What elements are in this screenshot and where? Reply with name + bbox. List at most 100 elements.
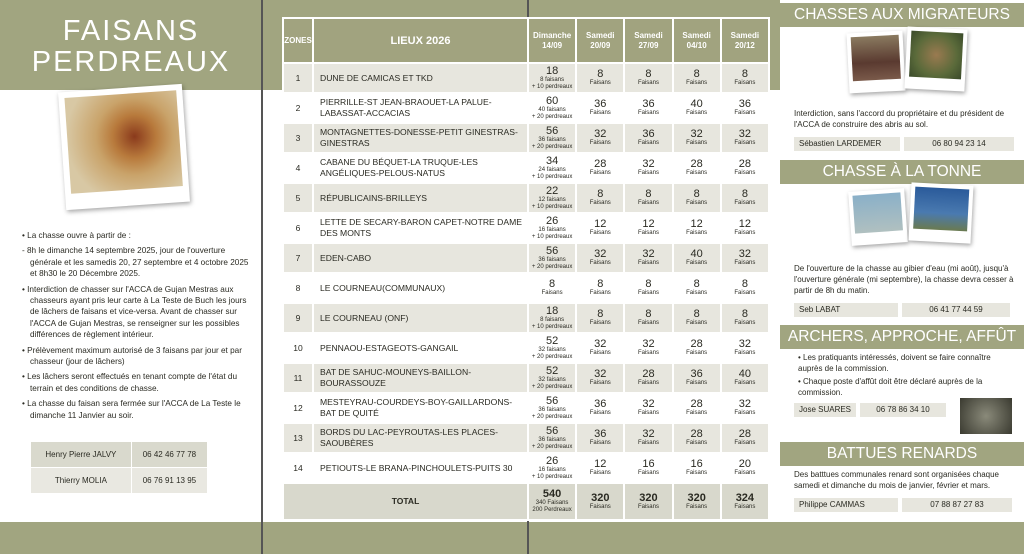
value-cell: 32 Faisans: [719, 242, 771, 274]
value-cell: 8 Faisans: [526, 272, 578, 304]
value-cell: 32 Faisans: [575, 242, 626, 274]
value-cell: 52 32 faisans + 20 perdreaux: [526, 332, 578, 364]
value-cell: 320 Faisans: [575, 482, 626, 521]
right-panel: CHASSES AUX MIGRATEURS Interdiction, san…: [780, 0, 1024, 554]
pheasant-photo: [58, 83, 190, 211]
table-row: 2 PIERRILLE-ST JEAN-BRAOUET-LA PALUE-LABA…: [282, 92, 771, 124]
value-cell: 8 Faisans: [623, 62, 674, 94]
value-cell: 16 Faisans: [623, 452, 674, 484]
value-cell: 320 Faisans: [623, 482, 674, 521]
contact-row: Philippe CAMMAS 07 88 87 27 83: [794, 498, 1012, 512]
lieu-cell: RÉPUBLICAINS-BRILLEYS: [312, 182, 529, 214]
value-cell: 18 8 faisans + 10 perdreaux: [526, 302, 578, 334]
value-cell: 36 Faisans: [575, 392, 626, 424]
release-table: ZONES LIEUX 2026 Dimanche 14/09 Samedi 20/09 S…: [282, 17, 771, 521]
value-cell: 26 16 faisans + 10 perdreaux: [526, 212, 578, 244]
lieu-cell: MESTEYRAU-COURDEYS-BOY-GAILLARDONS-BAT D…: [312, 392, 529, 424]
table-row: 11 BAT DE SAHUC-MOUNEYS-BAILLON-BOURASSOU…: [282, 362, 771, 394]
value-cell: 8 Faisans: [719, 62, 771, 94]
value-cell: 52 32 faisans + 20 perdreaux: [526, 362, 578, 394]
section-title: CHASSES AUX MIGRATEURS: [780, 3, 1024, 27]
rule-item: • Prélèvement maximum autorisé de 3 fais…: [22, 345, 242, 367]
value-cell: 28 Faisans: [719, 152, 771, 184]
column-header: Samedi 27/09: [623, 17, 674, 64]
column-header: Dimanche 14/09: [526, 17, 578, 64]
lieu-cell: LETTE DE SECARY-BARON CAPET-NOTRE DAME D…: [312, 212, 529, 244]
blind-photo: [846, 30, 906, 94]
value-cell: 28 Faisans: [671, 332, 722, 364]
column-header: Samedi 20/12: [719, 17, 771, 64]
zone-cell: 14: [282, 452, 314, 484]
table-row: 13 BORDS DU LAC-PEYROUTAS-LES PLACES-SAOU…: [282, 422, 771, 454]
contact-name: Henry Pierre JALVY: [30, 441, 132, 468]
left-panel: FAISANS PERDREAUX • La chasse ouvre à par…: [0, 0, 262, 554]
value-cell: 8 Faisans: [671, 62, 722, 94]
section-text: • Chaque poste d'affût doit être déclaré…: [798, 377, 983, 397]
value-cell: 34 24 faisans + 10 perdreaux: [526, 152, 578, 184]
value-cell: 36 Faisans: [671, 362, 722, 394]
value-cell: 8 Faisans: [623, 302, 674, 334]
lieu-cell: DUNE DE CAMICAS ET TKD: [312, 62, 529, 94]
value-cell: 8 Faisans: [671, 182, 722, 214]
value-cell: 16 Faisans: [671, 452, 722, 484]
lake-photo: [908, 182, 974, 244]
contact-phone: 06 42 46 77 78: [130, 441, 209, 468]
table-row: 3 MONTAGNETTES-DONESSE-PETIT GINESTRAS-GI…: [282, 122, 771, 154]
table-row: 10 PENNAOU-ESTAGEOTS-GANGAIL 52 32 faisans +…: [282, 332, 771, 364]
table-row: 12 MESTEYRAU-COURDEYS-BOY-GAILLARDONS-BAT…: [282, 392, 771, 424]
value-cell: 28 Faisans: [671, 392, 722, 424]
value-cell: 8 Faisans: [575, 62, 626, 94]
section-text: Interdiction, sans l'accord du propriéta…: [794, 109, 1005, 129]
lieu-cell: LE COURNEAU (ONF): [312, 302, 529, 334]
fold-line: [261, 0, 263, 554]
value-cell: 26 16 faisans + 10 perdreaux: [526, 452, 578, 484]
value-cell: 32 Faisans: [671, 122, 722, 154]
value-cell: 28 Faisans: [623, 362, 674, 394]
column-header: LIEUX 2026: [312, 17, 529, 64]
zone-cell: 9: [282, 302, 314, 334]
contact-name: Seb LABAT: [794, 303, 898, 317]
contact-phone: 06 78 86 34 10: [860, 403, 946, 417]
value-cell: 40 Faisans: [671, 242, 722, 274]
value-cell: 32 Faisans: [575, 362, 626, 394]
section-title: BATTUES RENARDS: [780, 442, 1024, 466]
value-cell: 36 Faisans: [575, 422, 626, 454]
value-cell: 12 Faisans: [719, 212, 771, 244]
value-cell: 32 Faisans: [623, 392, 674, 424]
lieu-cell: MONTAGNETTES-DONESSE-PETIT GINESTRAS-GIN…: [312, 122, 529, 154]
value-cell: 12 Faisans: [575, 452, 626, 484]
value-cell: 8 Faisans: [575, 302, 626, 334]
value-cell: 324 Faisans: [719, 482, 771, 521]
lieu-cell: LE COURNEAU(COMMUNAUX): [312, 272, 529, 304]
zone-cell: 8: [282, 272, 314, 304]
contact-name: Thierry MOLIA: [30, 467, 132, 494]
middle-panel: ZONES LIEUX 2026 Dimanche 14/09 Samedi 20/09 S…: [262, 0, 780, 554]
lieu-cell: BORDS DU LAC-PEYROUTAS-LES PLACES-SAOUBÈ…: [312, 422, 529, 454]
thrush-photo: [904, 26, 968, 92]
rule-item: - 8h le dimanche 14 septembre 2025, jour…: [22, 246, 249, 279]
value-cell: 8 Faisans: [671, 302, 722, 334]
zone-cell: 12: [282, 392, 314, 424]
archer-photo: [960, 398, 1012, 434]
contact-name: Philippe CAMMAS: [794, 498, 898, 512]
rule-item: • La chasse du faisan sera fermée sur l'…: [22, 399, 241, 420]
zone-cell: 6: [282, 212, 314, 244]
zone-cell: 7: [282, 242, 314, 274]
table-row: 14 PETIOUTS-LE BRANA-PINCHOULETS-PUITS 30…: [282, 452, 771, 484]
value-cell: 8 Faisans: [719, 302, 771, 334]
rule-item: • Les lâchers seront effectués en tenant…: [22, 372, 238, 393]
value-cell: 540 340 Faisans 200 Perdreaux: [526, 482, 578, 521]
value-cell: 32 Faisans: [719, 332, 771, 364]
value-cell: 18 8 faisans + 10 perdreaux: [526, 62, 578, 94]
column-header: Samedi 20/09: [575, 17, 626, 64]
page-title: FAISANS PERDREAUX: [31, 15, 231, 78]
zone-cell: 13: [282, 422, 314, 454]
table-row: 7 EDEN-CABO 56 36 faisans + 20 perdreaux 32 Fa…: [282, 242, 771, 274]
contact-phone: 06 80 94 23 14: [904, 137, 1014, 151]
value-cell: 36 Faisans: [719, 92, 771, 124]
value-cell: 28 Faisans: [719, 422, 771, 454]
table-row: 9 LE COURNEAU (ONF) 18 8 faisans + 10 perdre…: [282, 302, 771, 334]
value-cell: 12 Faisans: [671, 212, 722, 244]
value-cell: 8 Faisans: [671, 272, 722, 304]
contact-row: Jose SUARES 06 78 86 34 10: [794, 403, 946, 417]
